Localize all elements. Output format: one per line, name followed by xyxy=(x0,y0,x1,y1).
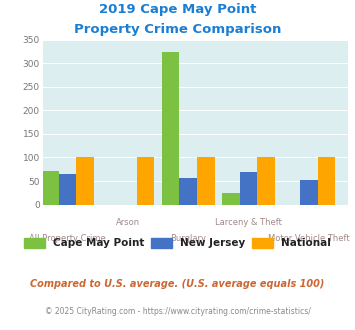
Text: © 2025 CityRating.com - https://www.cityrating.com/crime-statistics/: © 2025 CityRating.com - https://www.city… xyxy=(45,307,310,316)
Text: Compared to U.S. average. (U.S. average equals 100): Compared to U.S. average. (U.S. average … xyxy=(30,279,325,289)
Bar xyxy=(222,193,240,205)
Bar xyxy=(162,52,179,205)
Bar xyxy=(300,180,318,205)
Bar xyxy=(318,157,335,205)
Bar xyxy=(41,171,59,205)
Bar xyxy=(197,157,215,205)
Text: 2019 Cape May Point: 2019 Cape May Point xyxy=(99,3,256,16)
Bar xyxy=(257,157,275,205)
Bar xyxy=(76,157,94,205)
Text: All Property Crime: All Property Crime xyxy=(29,234,106,243)
Text: Motor Vehicle Theft: Motor Vehicle Theft xyxy=(268,234,350,243)
Text: Arson: Arson xyxy=(116,218,140,227)
Bar xyxy=(179,178,197,205)
Legend: Cape May Point, New Jersey, National: Cape May Point, New Jersey, National xyxy=(24,238,331,248)
Bar xyxy=(240,172,257,205)
Text: Property Crime Comparison: Property Crime Comparison xyxy=(74,23,281,36)
Text: Burglary: Burglary xyxy=(170,234,206,243)
Bar xyxy=(59,175,76,205)
Bar xyxy=(137,157,154,205)
Text: Larceny & Theft: Larceny & Theft xyxy=(215,218,282,227)
